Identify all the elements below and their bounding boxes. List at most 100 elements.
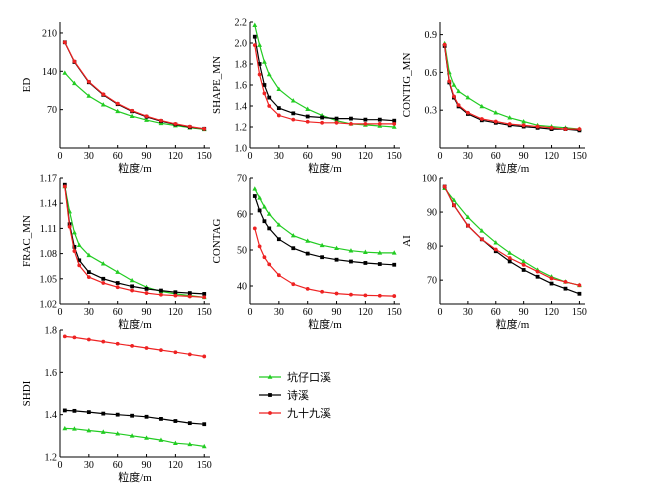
data-point [349, 121, 353, 126]
data-point [521, 268, 526, 272]
data-point [130, 413, 135, 418]
data-point [115, 281, 120, 285]
data-point [521, 118, 527, 124]
data-point [115, 108, 121, 114]
data-point [392, 294, 397, 298]
data-point [392, 262, 397, 267]
data-point [144, 435, 149, 440]
chart-panel-0: 0 30 60 90 120 150 70 140 210 粒度/m ED [21, 22, 212, 175]
y-tick-label: 60 [237, 210, 247, 221]
x-tick-label: 60 [303, 307, 313, 318]
data-point [377, 121, 382, 126]
data-point [187, 124, 192, 129]
data-point [257, 42, 263, 47]
data-point [290, 233, 296, 238]
legend-label: 坑仔口溪 [287, 370, 331, 384]
x-axis-label: 粒度/m [118, 470, 152, 484]
data-point [377, 293, 382, 298]
series-line [444, 187, 580, 286]
data-point [305, 106, 311, 111]
series-line [64, 409, 205, 425]
x-tick-label: 0 [438, 307, 443, 318]
data-point [257, 62, 262, 66]
data-point [130, 284, 135, 289]
y-tick-label: 1.2 [235, 123, 248, 134]
y-axis-label: AI [401, 235, 413, 247]
data-point [115, 101, 120, 106]
data-point [72, 249, 77, 253]
data-point [86, 410, 91, 415]
x-tick-label: 60 [113, 307, 123, 318]
data-point [493, 110, 499, 115]
data-point [493, 119, 498, 124]
x-tick-label: 150 [197, 307, 212, 318]
data-point [115, 341, 120, 346]
series-line [64, 42, 205, 130]
data-point [257, 208, 262, 213]
data-point [334, 257, 339, 262]
y-tick-label: 1.6 [235, 81, 248, 92]
data-point [144, 346, 149, 350]
data-point [86, 252, 92, 258]
data-point [305, 251, 310, 256]
series-line [64, 186, 205, 298]
data-point [290, 98, 296, 103]
series-line [254, 36, 395, 122]
x-tick-label: 60 [491, 151, 501, 162]
y-tick-label: 1.02 [40, 300, 58, 311]
x-tick-label: 120 [358, 151, 373, 162]
x-tick-label: 120 [358, 307, 373, 318]
data-point [305, 286, 310, 291]
data-point [100, 261, 106, 266]
legend-marker [268, 411, 272, 415]
x-tick-label: 90 [332, 151, 342, 162]
y-tick-label: 1.14 [40, 199, 58, 210]
data-point [62, 334, 67, 339]
data-point [159, 292, 163, 297]
data-point [577, 291, 582, 296]
data-point [363, 293, 368, 298]
data-point [535, 124, 540, 129]
data-point [320, 289, 325, 294]
data-point [451, 197, 457, 202]
data-point [349, 116, 353, 121]
series-line [444, 186, 580, 295]
data-point [202, 292, 207, 296]
legend-label: 诗溪 [287, 388, 309, 402]
data-point [257, 195, 263, 200]
data-point [159, 288, 163, 293]
data-point [479, 237, 484, 242]
data-point [276, 237, 281, 242]
y-tick-label: 1.8 [45, 326, 58, 337]
data-point [130, 343, 135, 348]
series-line [64, 42, 205, 130]
x-tick-label: 30 [84, 460, 94, 471]
series-line [64, 335, 205, 358]
data-point [363, 261, 368, 265]
data-point [62, 40, 67, 45]
x-tick-label: 150 [387, 151, 402, 162]
data-point [442, 184, 447, 189]
series-line [444, 45, 580, 131]
x-tick-label: 60 [491, 307, 501, 318]
data-point [62, 425, 68, 431]
data-point [377, 250, 383, 255]
x-tick-label: 120 [544, 151, 559, 162]
data-point [257, 72, 262, 77]
y-tick-label: 70 [237, 174, 247, 185]
series-line [444, 186, 580, 286]
data-point [493, 247, 498, 252]
data-point [202, 295, 207, 300]
data-point [77, 263, 82, 268]
data-point [173, 350, 178, 355]
data-point [144, 286, 149, 291]
data-point [291, 246, 296, 251]
y-tick-label: 70 [427, 276, 437, 287]
x-tick-label: 120 [544, 307, 559, 318]
x-tick-label: 90 [142, 151, 152, 162]
legend-marker [267, 374, 273, 379]
data-point [267, 95, 272, 100]
x-tick-label: 90 [519, 307, 529, 318]
y-axis-label: SHDI [21, 380, 33, 406]
y-tick-label: 1.4 [45, 410, 58, 421]
